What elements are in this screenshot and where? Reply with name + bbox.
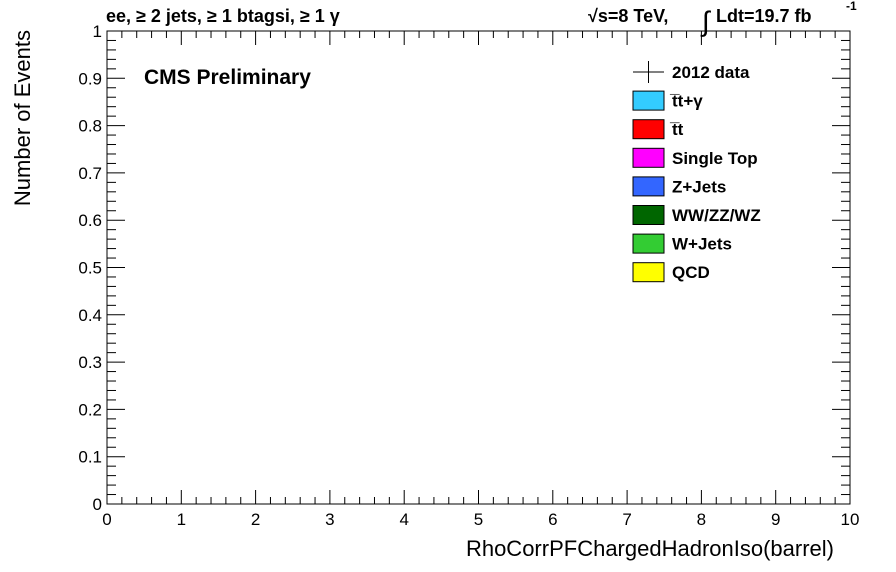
- legend-swatch: [632, 90, 665, 111]
- y-tick-label: 0.3: [78, 353, 102, 372]
- integral-sign: ∫: [700, 6, 712, 37]
- x-tick-label: 0: [102, 510, 111, 529]
- x-axis-label: RhoCorrPFChargedHadronIso(barrel): [466, 536, 834, 561]
- legend-swatch: [632, 233, 665, 254]
- legend-entry: t̅t+γ: [632, 90, 703, 111]
- x-tick-label: 10: [841, 510, 860, 529]
- legend-entry: Z+Jets: [632, 176, 726, 197]
- legend-label: t̅t: [670, 120, 684, 139]
- legend-entry: 2012 data: [633, 61, 750, 83]
- y-tick-label: 0.9: [78, 69, 102, 88]
- lumi-label: Ldt=19.7 fb: [716, 6, 812, 26]
- x-tick-label: 2: [251, 510, 260, 529]
- legend-entry: WW/ZZ/WZ: [632, 205, 761, 225]
- x-tick-labels: 0 1 2 3 4 5 6 7 8 9 10: [102, 510, 859, 529]
- legend-label: t̅t+γ: [670, 92, 703, 111]
- y-tick-label: 0.2: [78, 400, 102, 419]
- legend-swatch: [632, 262, 665, 283]
- legend-swatch: [632, 119, 665, 140]
- legend-entry: W+Jets: [632, 233, 732, 254]
- y-tick-label: 0.8: [78, 117, 102, 136]
- selection-label: ee, ≥ 2 jets, ≥ 1 btagsi, ≥ 1 γ: [106, 6, 340, 26]
- y-tick-label: 1: [93, 22, 102, 41]
- y-tick-labels: 0 0.1 0.2 0.3 0.4 0.5 0.6 0.7 0.8 0.9 1: [78, 22, 102, 514]
- legend-label: WW/ZZ/WZ: [672, 206, 761, 225]
- legend: 2012 data t̅t+γ t̅t Single Top Z+Jets WW/ZZ/W…: [632, 61, 761, 283]
- x-tick-label: 6: [548, 510, 557, 529]
- x-tick-label: 7: [622, 510, 631, 529]
- legend-label: Single Top: [672, 149, 758, 168]
- y-tick-label: 0.7: [78, 164, 102, 183]
- y-axis-label: Number of Events: [10, 30, 35, 206]
- energy-label: √s=8 TeV,: [588, 6, 668, 26]
- legend-entry: Single Top: [632, 147, 758, 168]
- lumi-exponent: -1: [846, 0, 857, 13]
- legend-entry: QCD: [632, 262, 710, 283]
- legend-label: QCD: [672, 263, 710, 282]
- legend-swatch: [632, 176, 665, 197]
- y-tick-label: 0: [93, 495, 102, 514]
- y-tick-label: 0.6: [78, 211, 102, 230]
- x-tick-label: 3: [325, 510, 334, 529]
- legend-swatch: [632, 147, 665, 168]
- axis-ticks: [106, 30, 851, 505]
- x-tick-label: 8: [697, 510, 706, 529]
- x-tick-label: 1: [177, 510, 186, 529]
- y-tick-label: 0.5: [78, 259, 102, 278]
- y-tick-label: 0.1: [78, 448, 102, 467]
- x-tick-label: 4: [399, 510, 408, 529]
- x-tick-label: 9: [771, 510, 780, 529]
- legend-label: 2012 data: [672, 63, 750, 82]
- x-tick-label: 5: [474, 510, 483, 529]
- y-tick-label: 0.4: [78, 306, 102, 325]
- legend-label: W+Jets: [672, 235, 732, 254]
- legend-label: Z+Jets: [672, 177, 726, 196]
- legend-entry: t̅t: [632, 119, 684, 140]
- cms-label: CMS Preliminary: [144, 66, 311, 89]
- legend-swatch: [632, 205, 665, 225]
